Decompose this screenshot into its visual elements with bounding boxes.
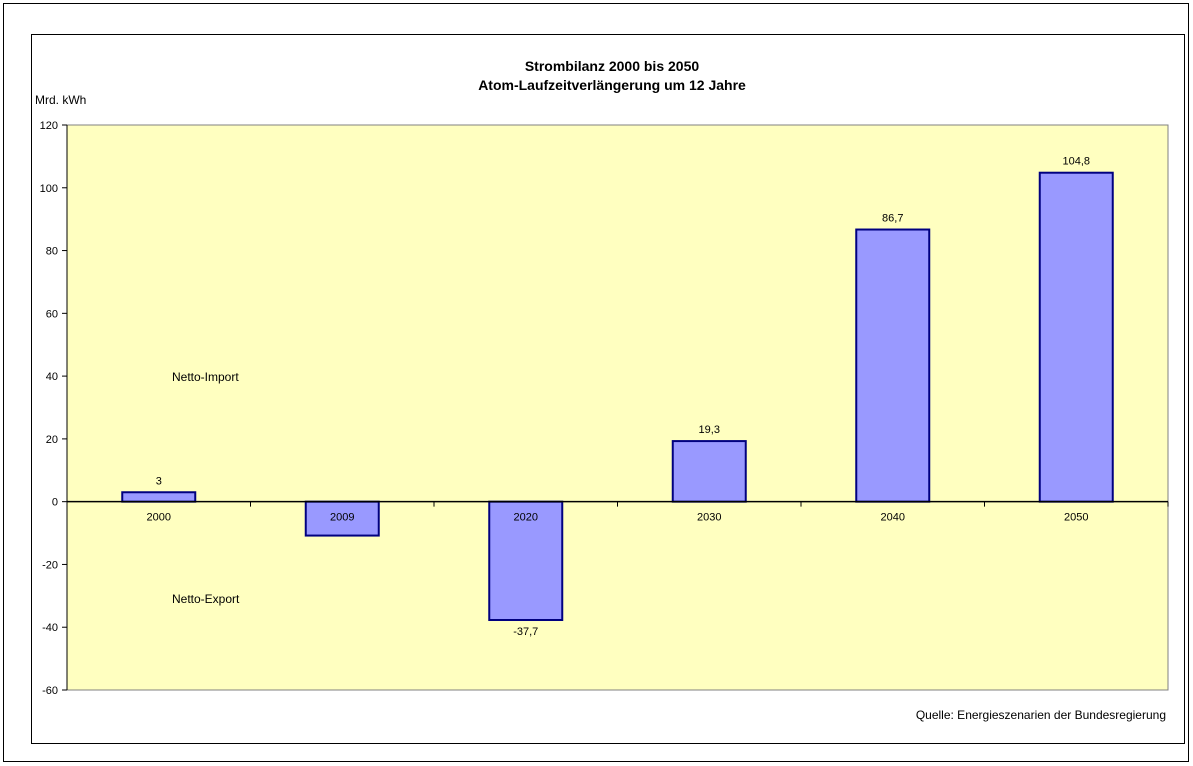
annotation-netto-export: Netto-Export (172, 592, 240, 606)
x-tick-label: 2050 (1064, 512, 1088, 524)
data-label: 104,8 (1062, 156, 1090, 168)
chart-subtitle: Atom-Laufzeitverlängerung um 12 Jahre (478, 77, 746, 93)
bar-2050 (1038, 171, 1114, 503)
annotation-netto-import: Netto-Import (172, 370, 239, 384)
data-label: 86,7 (882, 213, 903, 225)
bar-2030 (671, 440, 747, 503)
chart-title: Strombilanz 2000 bis 2050 (525, 58, 700, 74)
y-tick-label: 100 (40, 183, 58, 195)
x-tick-label: 2030 (697, 512, 721, 524)
x-tick-label: 2020 (514, 512, 538, 524)
data-labels: 3 -37,7 19,3 86,7 104,8 (156, 156, 1090, 638)
data-label: 19,3 (699, 424, 720, 436)
x-tick-label: 2040 (881, 512, 905, 524)
plot-area (66, 124, 1169, 691)
bar-series (121, 171, 1114, 622)
x-axis (66, 500, 1169, 507)
y-tick-label: 60 (46, 308, 58, 320)
y-tick-label: 80 (46, 246, 58, 258)
data-label: -37,7 (513, 626, 538, 638)
x-tick-label: 2009 (330, 512, 354, 524)
y-tick-label: -40 (42, 622, 58, 634)
y-tick-label: 0 (52, 497, 58, 509)
y-tick-label: -20 (42, 559, 58, 571)
data-label: 3 (156, 475, 162, 487)
bar-2020 (488, 500, 564, 622)
x-tick-labels: 2000 2009 2020 2030 2040 2050 (147, 512, 1089, 524)
bar-2000 (121, 491, 197, 503)
y-tick-label: 40 (46, 371, 58, 383)
y-axis-label: Mrd. kWh (35, 93, 86, 107)
bar-2040 (855, 228, 931, 503)
source-note: Quelle: Energieszenarien der Bundesregie… (916, 708, 1166, 722)
y-tick-label: 20 (46, 434, 58, 446)
y-tick-label: 120 (40, 120, 58, 132)
y-tick-label: -60 (42, 685, 58, 697)
x-tick-label: 2000 (147, 512, 171, 524)
y-axis: 120 100 80 60 40 20 0 -20 -40 -60 (40, 120, 68, 697)
